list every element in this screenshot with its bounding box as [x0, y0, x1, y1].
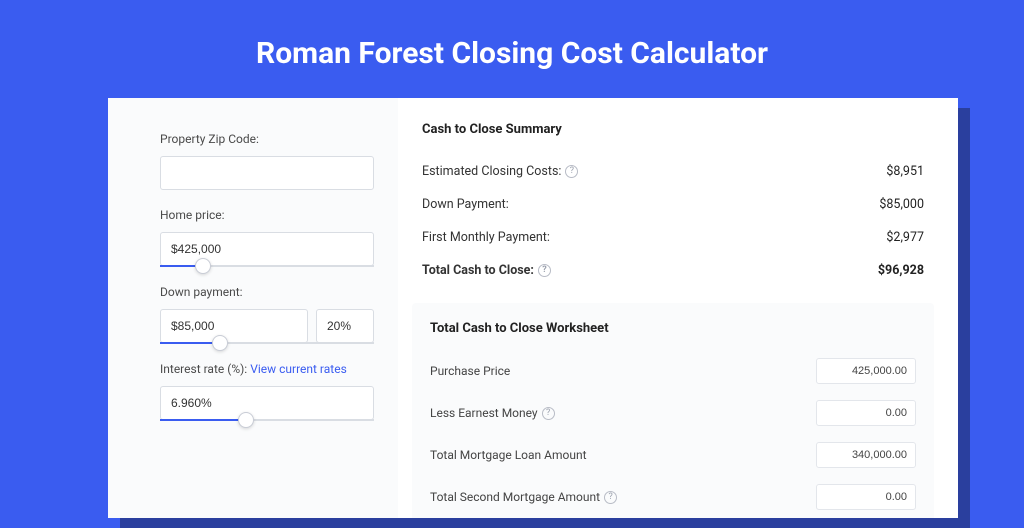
summary-row: Estimated Closing Costs:? $8,951 [422, 155, 924, 188]
down-payment-pct-input[interactable] [316, 309, 374, 343]
help-icon[interactable]: ? [604, 491, 617, 504]
summary-row: First Monthly Payment: $2,977 [422, 221, 924, 254]
home-price-input[interactable] [160, 232, 374, 266]
worksheet-value-input[interactable] [816, 484, 916, 510]
worksheet-row-label: Less Earnest Money? [430, 406, 555, 420]
down-payment-slider-fill [160, 342, 220, 344]
worksheet-value-input[interactable] [816, 358, 916, 384]
interest-rate-slider-fill [160, 419, 246, 421]
summary-row-label: Total Cash to Close:? [422, 263, 551, 278]
interest-rate-slider[interactable] [160, 419, 374, 421]
help-icon[interactable]: ? [542, 407, 555, 420]
summary-row-label: Down Payment: [422, 197, 509, 212]
worksheet-value-input[interactable] [816, 442, 916, 468]
summary-row-label: Estimated Closing Costs:? [422, 164, 578, 179]
home-price-slider[interactable] [160, 265, 374, 267]
interest-rate-input[interactable] [160, 386, 374, 420]
help-icon[interactable]: ? [565, 165, 578, 178]
zip-input[interactable] [160, 156, 374, 190]
interest-rate-slider-thumb[interactable] [238, 412, 254, 428]
summary-row: Total Cash to Close:? $96,928 [422, 254, 924, 287]
summary-row-value: $8,951 [886, 164, 924, 179]
down-payment-label: Down payment: [160, 285, 374, 299]
summary-row: Down Payment: $85,000 [422, 188, 924, 221]
page-title: Roman Forest Closing Cost Calculator [0, 0, 1024, 97]
worksheet-value-input[interactable] [816, 400, 916, 426]
zip-label: Property Zip Code: [160, 132, 374, 146]
results-column: Cash to Close Summary Estimated Closing … [398, 98, 958, 518]
home-price-label: Home price: [160, 208, 374, 222]
summary-row-value: $85,000 [879, 197, 924, 212]
down-payment-input[interactable] [160, 309, 308, 343]
summary-rows: Estimated Closing Costs:? $8,951 Down Paym… [422, 155, 924, 287]
zip-field: Property Zip Code: [160, 132, 374, 190]
down-payment-slider-thumb[interactable] [212, 335, 228, 351]
calculator-card: Property Zip Code: Home price: Down paym… [108, 98, 958, 518]
view-rates-link[interactable]: View current rates [250, 362, 347, 376]
down-payment-slider[interactable] [160, 342, 374, 344]
summary-row-label: First Monthly Payment: [422, 230, 550, 245]
interest-rate-label: Interest rate (%): View current rates [160, 362, 374, 376]
summary-row-value: $2,977 [886, 230, 924, 245]
interest-rate-label-text: Interest rate (%): [160, 362, 250, 376]
worksheet-row: Less Earnest Money? [430, 392, 916, 434]
help-icon[interactable]: ? [538, 264, 551, 277]
worksheet-row: Purchase Price [430, 350, 916, 392]
worksheet-row-label: Total Mortgage Loan Amount [430, 448, 587, 462]
summary-title: Cash to Close Summary [422, 122, 924, 137]
down-payment-field: Down payment: [160, 285, 374, 344]
summary-row-value: $96,928 [878, 263, 924, 278]
worksheet-rows: Purchase Price Less Earnest Money? Total M… [430, 350, 916, 518]
inputs-column: Property Zip Code: Home price: Down paym… [108, 98, 398, 518]
home-price-field: Home price: [160, 208, 374, 267]
interest-rate-field: Interest rate (%): View current rates [160, 362, 374, 421]
worksheet-title: Total Cash to Close Worksheet [430, 321, 916, 336]
worksheet-row-label: Total Second Mortgage Amount? [430, 490, 617, 504]
worksheet-row-label: Purchase Price [430, 364, 510, 378]
worksheet-section: Total Cash to Close Worksheet Purchase P… [412, 303, 934, 518]
worksheet-row: Total Mortgage Loan Amount [430, 434, 916, 476]
home-price-slider-thumb[interactable] [195, 258, 211, 274]
